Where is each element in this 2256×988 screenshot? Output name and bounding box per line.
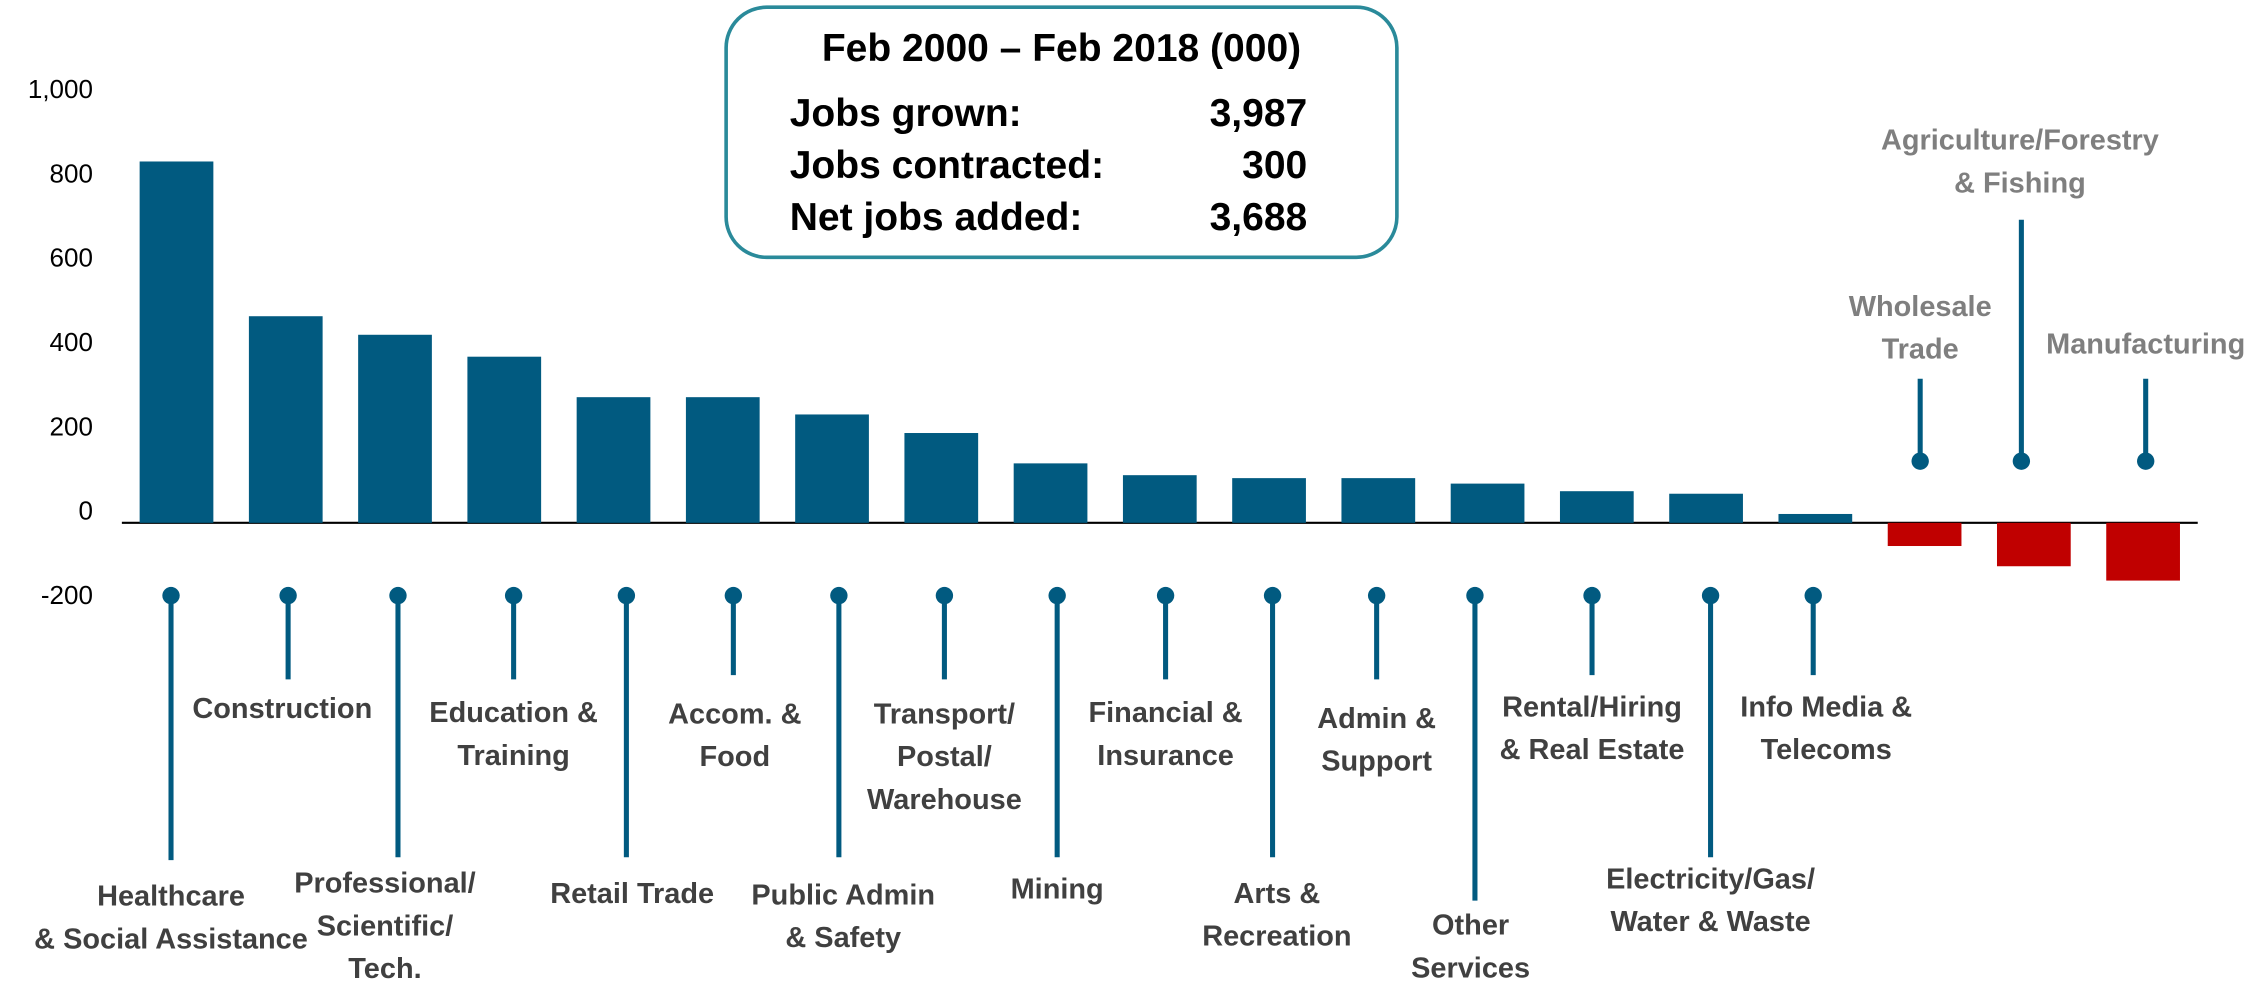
bar bbox=[1559, 491, 1634, 523]
category-label: Education & Training bbox=[429, 697, 598, 772]
category-label: Manufacturing bbox=[2046, 328, 2245, 360]
bar bbox=[1450, 483, 1525, 523]
bar bbox=[139, 161, 214, 523]
y-tick-label: -200 bbox=[41, 580, 93, 610]
bar bbox=[1887, 522, 1962, 547]
leader-dot bbox=[1701, 586, 1720, 605]
leader-dot bbox=[2137, 452, 2155, 470]
bar bbox=[1122, 475, 1197, 523]
leader-dot bbox=[1804, 586, 1822, 605]
leader-dot bbox=[162, 586, 180, 605]
y-tick-label: 400 bbox=[50, 327, 93, 357]
leader-dot bbox=[2012, 452, 2031, 470]
leader-dot bbox=[1263, 586, 1282, 605]
category-label: Info Media & Telecoms bbox=[1740, 691, 1912, 766]
category-label: Admin & Support bbox=[1317, 703, 1436, 778]
y-tick-label: 0 bbox=[78, 496, 92, 526]
category-label: Arts & Recreation bbox=[1202, 877, 1351, 952]
leader-dot bbox=[279, 586, 297, 605]
bar bbox=[1013, 463, 1088, 523]
leader-dot bbox=[1466, 586, 1484, 605]
category-label: Wholesale Trade bbox=[1849, 291, 1992, 366]
leader-dot bbox=[1156, 586, 1175, 605]
category-label: Transport/Postal/Warehouse bbox=[867, 698, 1022, 815]
bar bbox=[1669, 493, 1743, 523]
leader-dot bbox=[1048, 586, 1066, 605]
bar bbox=[2106, 522, 2180, 581]
summary-title: Feb 2000 – Feb 2018 (000) bbox=[822, 27, 1301, 70]
summary-label: Jobs contracted: bbox=[790, 144, 1104, 187]
category-label: Other Services bbox=[1411, 909, 1530, 983]
leader-dot bbox=[935, 586, 954, 605]
leader-dot bbox=[1911, 452, 1929, 470]
bar bbox=[795, 414, 869, 523]
category-label: Public Admin & Safety bbox=[751, 879, 935, 954]
bar bbox=[248, 316, 323, 523]
category-label: Healthcare & Social Assistance bbox=[34, 880, 308, 955]
bar bbox=[358, 334, 432, 523]
bar bbox=[1341, 478, 1416, 523]
bar bbox=[1232, 478, 1306, 523]
leader-dot bbox=[724, 586, 743, 605]
bar bbox=[467, 356, 542, 523]
y-tick-label: 600 bbox=[50, 243, 93, 273]
summary-value: 300 bbox=[1242, 144, 1307, 187]
summary-box bbox=[724, 5, 1399, 260]
leader-dot bbox=[1367, 586, 1386, 605]
leader-dot bbox=[504, 586, 523, 605]
leader-dot bbox=[389, 586, 407, 605]
category-label: Accom. & Food bbox=[668, 698, 801, 773]
category-label: Mining bbox=[1011, 873, 1104, 905]
summary-value: 3,987 bbox=[1210, 92, 1308, 135]
category-label: Electricity/Gas/Water & Waste bbox=[1606, 863, 1815, 938]
category-label: Professional/Scientific/Tech. bbox=[294, 867, 476, 983]
category-label: Financial & Insurance bbox=[1088, 697, 1242, 772]
summary-label: Net jobs added: bbox=[790, 196, 1083, 239]
leader-dot bbox=[830, 586, 848, 605]
summary-label: Jobs grown: bbox=[790, 92, 1022, 135]
bar bbox=[685, 397, 760, 523]
leader-dot bbox=[617, 586, 636, 605]
bar bbox=[1996, 522, 2071, 567]
category-label: Rental/Hiring & Real Estate bbox=[1500, 691, 1685, 766]
leader-dot bbox=[1583, 586, 1601, 605]
bar bbox=[576, 397, 651, 523]
y-tick-label: 1,000 bbox=[28, 74, 93, 104]
summary-value: 3,688 bbox=[1210, 196, 1308, 239]
bar bbox=[904, 433, 979, 523]
y-tick-label: 800 bbox=[50, 158, 93, 188]
bar bbox=[1778, 513, 1853, 523]
category-label: Retail Trade bbox=[550, 877, 714, 909]
y-tick-label: 200 bbox=[50, 411, 93, 441]
category-label: Construction bbox=[192, 692, 372, 724]
category-label: Agriculture/Forestry & Fishing bbox=[1881, 124, 2159, 199]
